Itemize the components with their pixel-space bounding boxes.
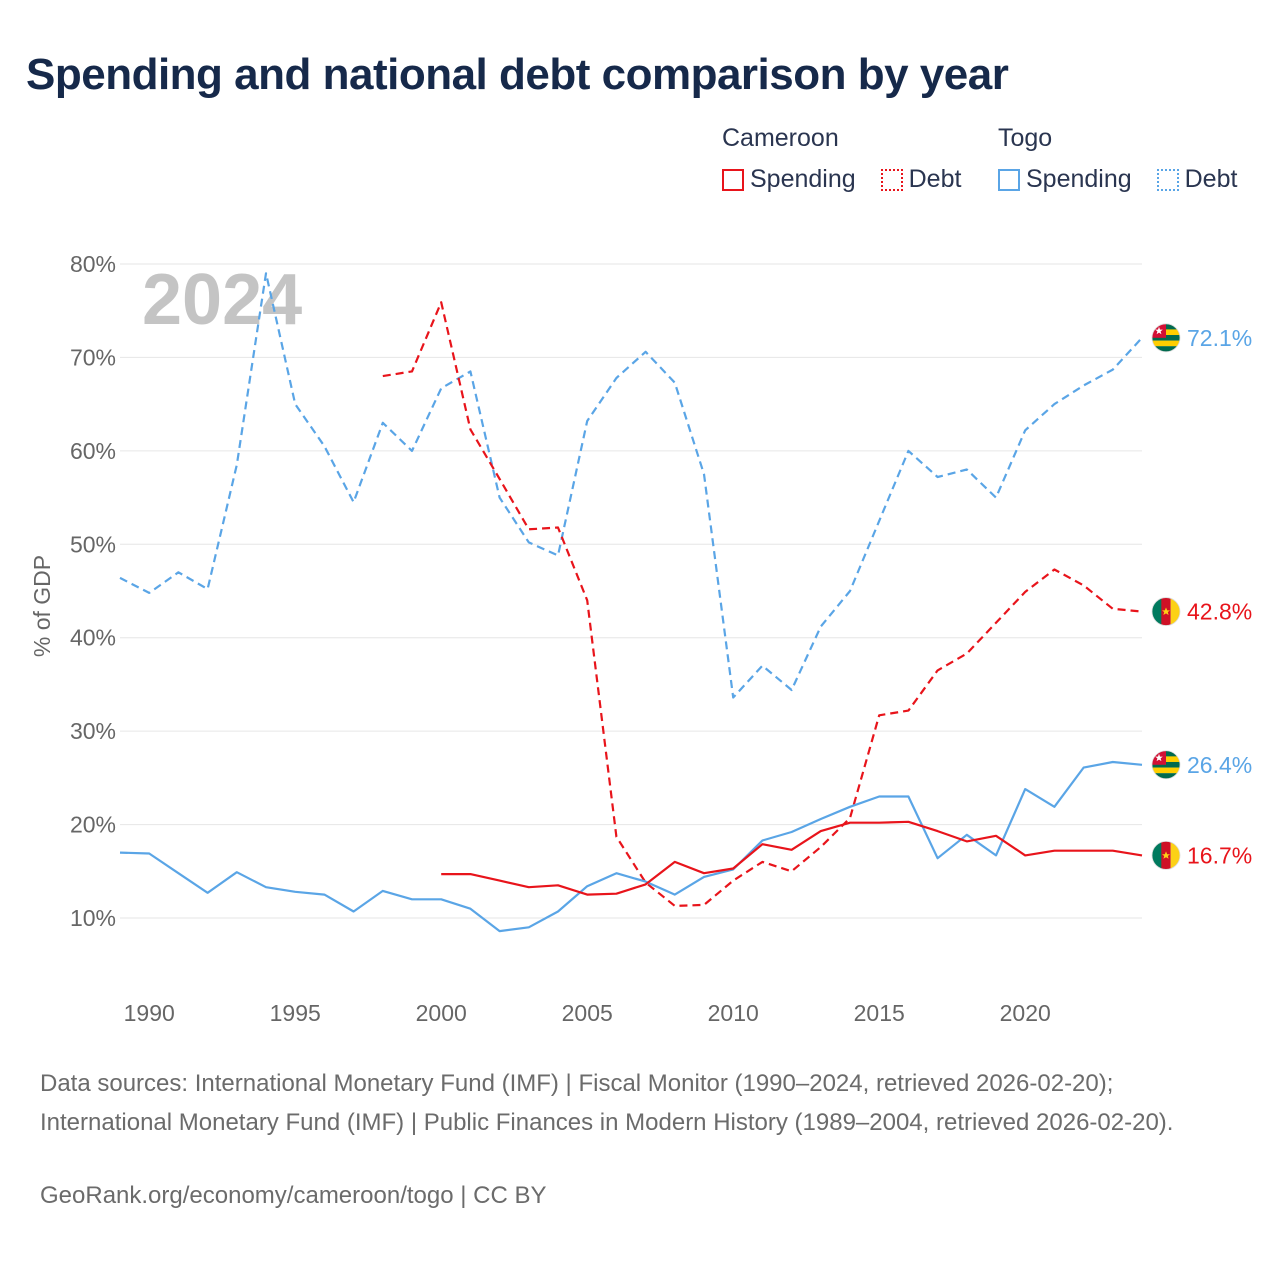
year-watermark: 2024 <box>142 260 302 340</box>
flag-stripe-yellow <box>1170 597 1180 626</box>
togo-spending-line[interactable] <box>119 760 1143 933</box>
legend-swatch-dotted <box>880 168 903 191</box>
x-tick-label: 2005 <box>562 1000 613 1026</box>
flag-star-icon <box>1155 326 1163 335</box>
cameroon-debt-line[interactable] <box>382 301 1143 907</box>
legend-swatch-dotted <box>1156 168 1179 191</box>
flag-stripe <box>1152 767 1180 774</box>
flag-stripe <box>1152 340 1180 347</box>
flag-stripe <box>1152 346 1180 352</box>
cameroon-flag <box>1151 841 1181 870</box>
end-value-label: 42.8% <box>1187 599 1252 625</box>
end-value-label: 72.1% <box>1187 325 1252 351</box>
flag-star-icon <box>1162 851 1170 859</box>
end-value-label: 16.7% <box>1187 842 1252 868</box>
cameroon-flag-ring <box>1151 597 1181 626</box>
legend-swatch-solid <box>998 168 1020 191</box>
flag-stripe <box>1152 335 1180 341</box>
y-tick-label: 80% <box>70 251 116 277</box>
end-value-label: 26.4% <box>1187 752 1252 778</box>
legend-label: Debt <box>1184 165 1238 193</box>
chart-area: 10% 20% 30% 40% 50% 60% 70% 80% 1990 1995 2000 2005… <box>29 251 1252 1026</box>
legend-group-name: Togo <box>998 124 1053 152</box>
y-tick-label: 10% <box>70 905 116 931</box>
x-tick-label: 1995 <box>270 1000 321 1026</box>
togo-flag-ring <box>1151 750 1181 780</box>
legend-swatch-solid <box>722 168 744 191</box>
togo-flag-ring <box>1151 323 1181 353</box>
flag-star-icon <box>1162 607 1170 615</box>
flag-stripe-green <box>1152 597 1162 626</box>
y-tick-label: 30% <box>70 718 116 744</box>
x-tick-label: 2020 <box>1000 1000 1051 1026</box>
legend-group-togo: Togo Spending Debt <box>998 124 1237 198</box>
cameroon-flag-body <box>1152 841 1180 870</box>
cameroon-flag-ring <box>1151 841 1181 870</box>
legend-group-name: Cameroon <box>722 124 839 152</box>
legend-group-cameroon: Cameroon Spending Debt <box>722 124 979 198</box>
legend-label: Debt <box>908 165 962 193</box>
flag-star-icon <box>1155 753 1163 762</box>
cameroon-flag-body <box>1152 597 1180 626</box>
y-tick-label: 60% <box>70 438 116 464</box>
y-axis-label: % of GDP <box>29 555 55 657</box>
legend-label: Spending <box>1026 165 1132 193</box>
flag-stripe-green <box>1152 841 1162 870</box>
togo-flag <box>1151 323 1181 353</box>
togo-debt-line[interactable] <box>119 272 1143 699</box>
flag-stripe <box>1152 761 1180 768</box>
credit-link[interactable]: GeoRank.org/economy/cameroon/togo | CC B… <box>40 1182 547 1209</box>
data-sources: Data sources: International Monetary Fun… <box>40 1070 1174 1136</box>
legend-label: Spending <box>750 165 856 193</box>
y-tick-label: 70% <box>70 344 116 370</box>
legend-item-togo-spending[interactable]: Spending <box>998 165 1132 194</box>
flag-stripe <box>1152 773 1180 779</box>
x-tick-label: 2010 <box>708 1000 759 1026</box>
chart-title: Spending and national debt comparison by… <box>26 50 1009 99</box>
legend-item-cameroon-debt[interactable]: Debt <box>880 165 962 194</box>
x-tick-label: 2015 <box>854 1000 905 1026</box>
y-tick-label: 50% <box>70 531 116 557</box>
cameroon-flag <box>1151 597 1181 626</box>
flag-stripe-yellow <box>1170 841 1180 870</box>
x-tick-label: 2000 <box>416 1000 467 1026</box>
y-tick-label: 20% <box>70 812 116 838</box>
x-tick-label: 1990 <box>124 1000 175 1026</box>
cameroon-spending-line[interactable] <box>441 820 1143 896</box>
legend-item-togo-debt[interactable]: Debt <box>1156 165 1238 194</box>
togo-flag <box>1151 750 1181 780</box>
y-tick-label: 40% <box>70 625 116 651</box>
legend-item-cameroon-spending[interactable]: Spending <box>722 165 856 194</box>
